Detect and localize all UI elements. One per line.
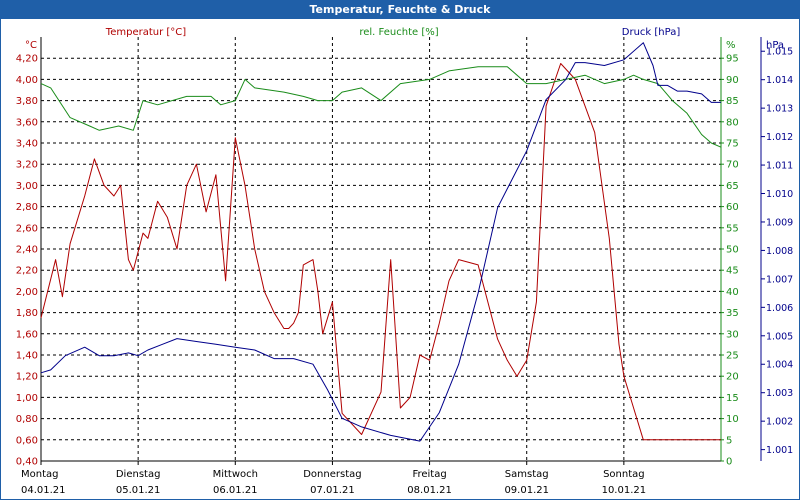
humidity-tick-label: 50 (726, 245, 739, 256)
x-tick-label-date: 04.01.21 (21, 485, 66, 496)
x-tick-label-date: 09.01.21 (504, 485, 549, 496)
humidity-axis-title: rel. Feuchte [%] (359, 27, 438, 38)
humidity-tick-label: 5 (726, 435, 732, 446)
pressure-tick-label: 1.007 (766, 274, 793, 285)
pressure-tick-label: 1.004 (766, 360, 793, 371)
temperature-tick-label: 1,60 (16, 329, 38, 340)
humidity-tick-label: 0 (726, 457, 732, 468)
humidity-tick-label: 80 (726, 117, 739, 128)
x-tick-label-day: Sonntag (603, 469, 645, 480)
humidity-tick-label: 30 (726, 329, 739, 340)
x-tick-label-date: 05.01.21 (116, 485, 161, 496)
humidity-tick-label: 25 (726, 351, 739, 362)
temperature-tick-label: 0,40 (16, 457, 38, 468)
x-tick-label-date: 08.01.21 (407, 485, 452, 496)
humidity-tick-label: 85 (726, 96, 739, 107)
humidity-tick-label: 10 (726, 414, 739, 425)
temperature-tick-label: 1,00 (16, 393, 38, 404)
humidity-tick-label: 40 (726, 287, 739, 298)
humidity-tick-label: 75 (726, 139, 739, 150)
pressure-axis-title: Druck [hPa] (622, 27, 681, 38)
pressure-tick-label: 1.003 (766, 388, 793, 399)
temperature-tick-label: 2,60 (16, 223, 38, 234)
temperature-tick-label: 3,00 (16, 181, 38, 192)
humidity-tick-label: 60 (726, 202, 739, 213)
temperature-tick-label: 0,80 (16, 414, 38, 425)
temperature-tick-label: 1,40 (16, 351, 38, 362)
temperature-tick-label: 0,60 (16, 435, 38, 446)
temperature-unit-label: °C (25, 40, 37, 51)
humidity-tick-label: 55 (726, 223, 739, 234)
temperature-tick-label: 1,80 (16, 308, 38, 319)
window-title: Temperatur, Feuchte & Druck (309, 3, 491, 16)
humidity-tick-label: 15 (726, 393, 739, 404)
temperature-tick-label: 2,80 (16, 202, 38, 213)
humidity-unit-label: % (726, 40, 736, 51)
pressure-tick-label: 1.002 (766, 417, 793, 428)
x-tick-label-date: 06.01.21 (213, 485, 258, 496)
humidity-tick-label: 95 (726, 54, 739, 65)
humidity-tick-label: 65 (726, 181, 739, 192)
temperature-tick-label: 2,40 (16, 245, 38, 256)
temperature-tick-label: 1,20 (16, 372, 38, 383)
x-tick-label-day: Samstag (505, 469, 549, 480)
pressure-unit-label: hPa (766, 40, 784, 51)
pressure-tick-label: 1.006 (766, 303, 793, 314)
pressure-tick-label: 1.005 (766, 331, 793, 342)
x-tick-label-day: Donnerstag (303, 469, 361, 480)
humidity-tick-label: 20 (726, 372, 739, 383)
temperature-tick-label: 4,20 (16, 54, 38, 65)
pressure-tick-label: 1.015 (766, 47, 793, 58)
humidity-series-line (40, 66, 722, 148)
x-tick-label-day: Montag (21, 469, 58, 480)
pressure-series-line (40, 42, 721, 442)
pressure-tick-label: 1.009 (766, 217, 793, 228)
temperature-series-line (40, 63, 721, 441)
temperature-tick-label: 3,40 (16, 139, 38, 150)
temperature-tick-label: 4,00 (16, 75, 38, 86)
temperature-tick-label: 2,20 (16, 266, 38, 277)
x-tick-label-day: Dienstag (116, 469, 161, 480)
temperature-axis-title: Temperatur [°C] (105, 27, 186, 38)
title-bar: Temperatur, Feuchte & Druck (1, 1, 799, 19)
pressure-tick-label: 1.008 (766, 246, 793, 257)
humidity-tick-label: 90 (726, 75, 739, 86)
temperature-tick-label: 3,60 (16, 117, 38, 128)
x-tick-label-day: Mittwoch (213, 469, 258, 480)
x-tick-label-date: 10.01.21 (602, 485, 647, 496)
humidity-tick-label: 70 (726, 160, 739, 171)
pressure-tick-label: 1.001 (766, 445, 793, 456)
pressure-tick-label: 1.012 (766, 132, 793, 143)
x-tick-label-day: Freitag (412, 469, 446, 480)
pressure-tick-label: 1.011 (766, 161, 793, 172)
temperature-tick-label: 2,00 (16, 287, 38, 298)
pressure-tick-label: 1.014 (766, 75, 793, 86)
pressure-tick-label: 1.013 (766, 104, 793, 115)
temperature-tick-label: 3,80 (16, 96, 38, 107)
temperature-tick-label: 3,20 (16, 160, 38, 171)
x-tick-label-date: 07.01.21 (310, 485, 355, 496)
pressure-tick-label: 1.010 (766, 189, 793, 200)
humidity-tick-label: 35 (726, 308, 739, 319)
humidity-tick-label: 45 (726, 266, 739, 277)
